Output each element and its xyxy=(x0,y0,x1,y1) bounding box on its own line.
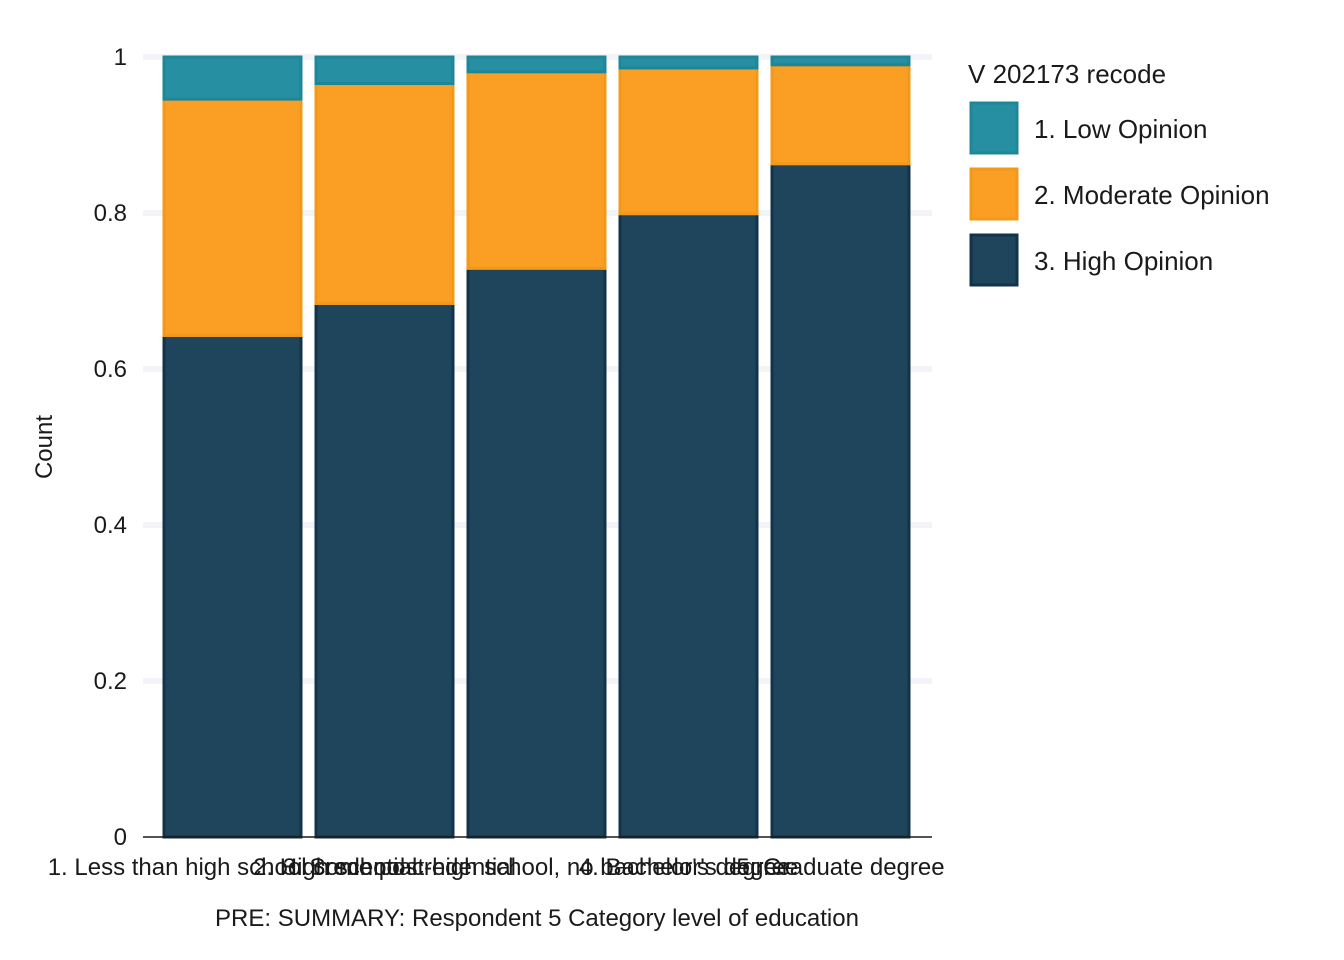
y-tick-label: 0.2 xyxy=(94,668,127,695)
x-tick-label: 3. Some post-high school, no bachelor's … xyxy=(283,854,791,881)
bar-segment xyxy=(162,55,303,101)
legend: V 202173 recode 1. Low Opinion 2. Moderat… xyxy=(968,59,1270,287)
bar-segment xyxy=(770,162,911,839)
y-tick-label: 0 xyxy=(114,824,127,851)
bar-segment xyxy=(314,301,455,839)
legend-items: 1. Low Opinion 2. Moderate Opinion 3. High… xyxy=(969,101,1270,287)
x-axis-title: PRE: SUMMARY: Respondent 5 Category leve… xyxy=(215,905,859,932)
x-tick-label: 5. Graduate degree xyxy=(736,854,944,881)
y-tick-label: 0.8 xyxy=(94,200,127,227)
bar-segment xyxy=(618,212,759,839)
bar-segment xyxy=(618,66,759,216)
y-tick-labels: 0 0.2 0.4 0.6 0.8 1 xyxy=(94,44,127,851)
bar-segment xyxy=(162,97,303,337)
bar-segment xyxy=(314,82,455,305)
y-tick-label: 1 xyxy=(114,44,127,71)
x-tick-label: 2. High school credential xyxy=(253,854,516,881)
bar-segment xyxy=(770,55,911,67)
legend-swatch xyxy=(969,101,1019,155)
bar-segment xyxy=(466,55,607,74)
bar-segment xyxy=(618,55,759,70)
bar-segment xyxy=(466,266,607,839)
bar-segment xyxy=(314,55,455,86)
bars xyxy=(162,55,911,839)
x-tick-label: 1. Less than high school credential xyxy=(48,854,418,881)
legend-title: V 202173 recode xyxy=(968,59,1166,89)
legend-label: 2. Moderate Opinion xyxy=(1034,180,1270,210)
bar-segment xyxy=(770,63,911,166)
legend-label: 1. Low Opinion xyxy=(1034,114,1207,144)
x-tick-label: 4. Bachelor's degree xyxy=(579,854,798,881)
bar-segment xyxy=(162,333,303,839)
y-axis-title: Count xyxy=(31,415,58,479)
y-tick-label: 0.6 xyxy=(94,356,127,383)
y-tick-label: 0.4 xyxy=(94,512,127,539)
legend-swatch xyxy=(969,233,1019,287)
legend-swatch xyxy=(969,167,1019,221)
bar-segment xyxy=(466,70,607,270)
legend-label: 3. High Opinion xyxy=(1034,246,1213,276)
